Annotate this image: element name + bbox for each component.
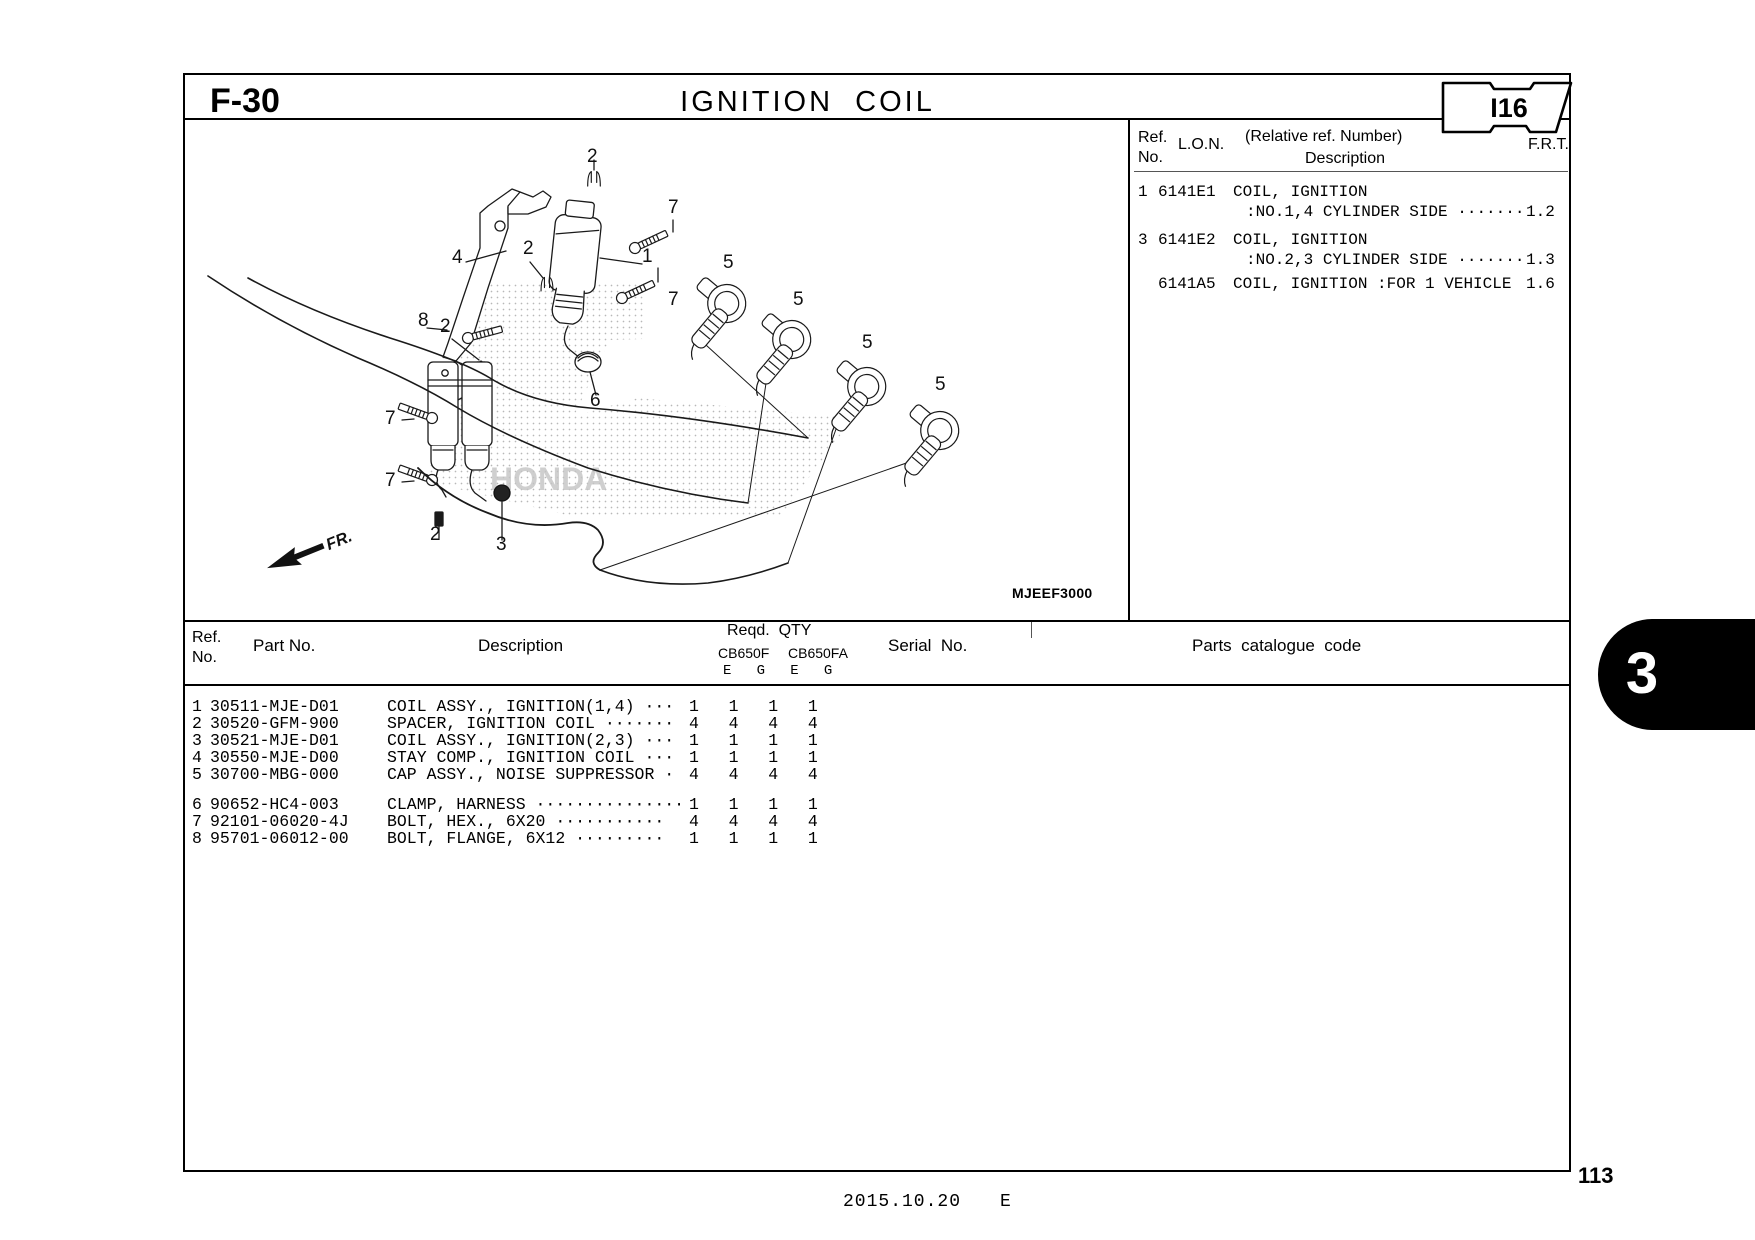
svg-text:7: 7 — [668, 289, 679, 310]
svg-text:5: 5 — [862, 332, 873, 353]
svg-text:7: 7 — [668, 197, 679, 218]
svg-text:2: 2 — [587, 146, 598, 167]
svg-text:1: 1 — [642, 246, 653, 267]
svg-text:FR.: FR. — [324, 527, 355, 554]
svg-text:2: 2 — [430, 524, 441, 545]
svg-text:8: 8 — [418, 310, 429, 331]
svg-text:6: 6 — [590, 390, 601, 411]
svg-text:2: 2 — [523, 238, 534, 259]
svg-text:4: 4 — [452, 247, 463, 268]
svg-text:3: 3 — [496, 534, 507, 555]
svg-text:5: 5 — [723, 252, 734, 273]
svg-text:5: 5 — [793, 289, 804, 310]
svg-text:7: 7 — [385, 470, 396, 491]
svg-text:I16: I16 — [1490, 93, 1528, 123]
svg-text:7: 7 — [385, 408, 396, 429]
svg-text:2: 2 — [440, 316, 451, 337]
svg-text:5: 5 — [935, 374, 946, 395]
